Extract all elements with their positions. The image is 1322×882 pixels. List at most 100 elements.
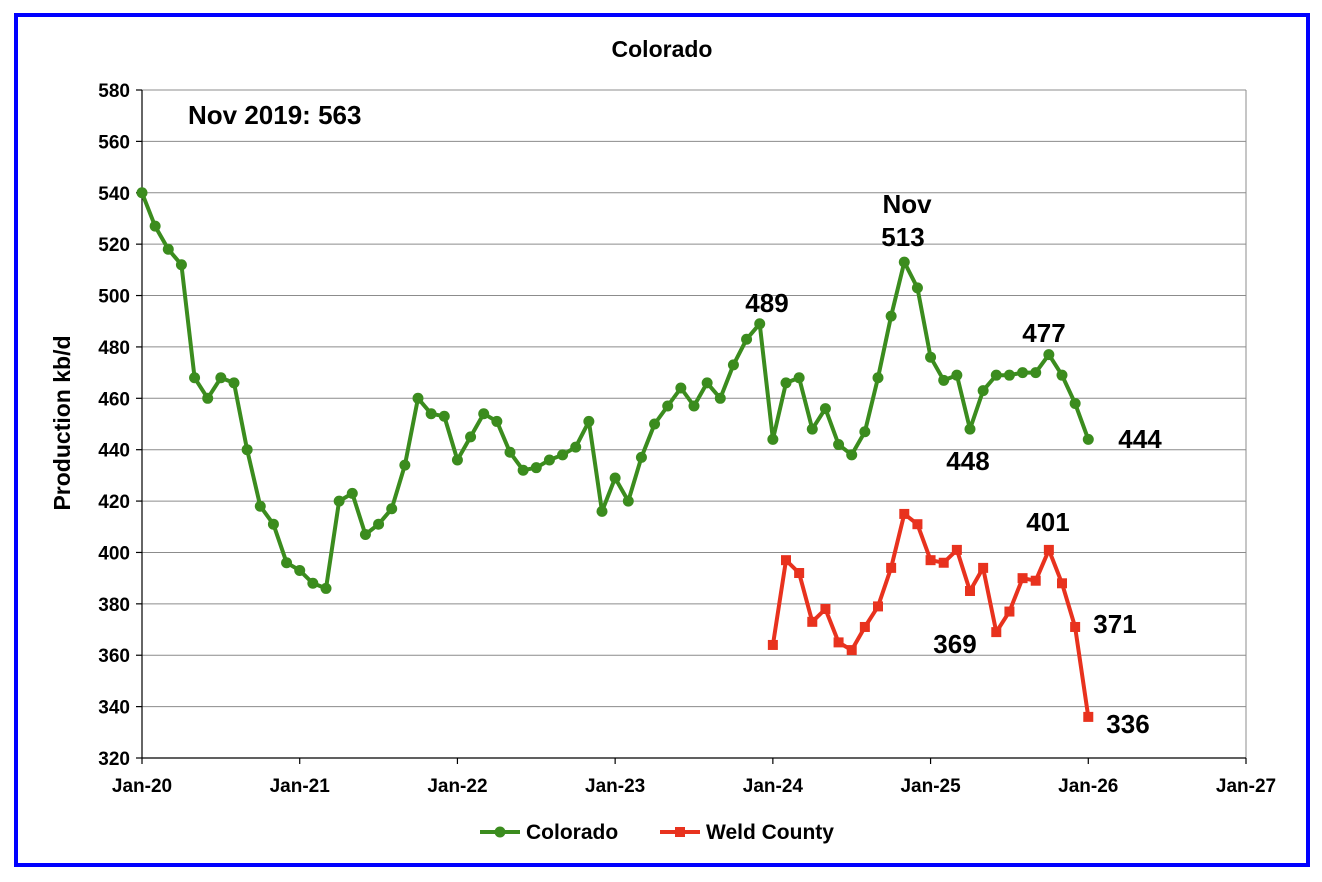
colorado-point [1017, 367, 1029, 379]
chart-frame [14, 13, 1310, 867]
colorado-point [885, 310, 897, 322]
weld-county-point [873, 601, 883, 612]
annotation-label: 369 [933, 629, 976, 659]
colorado-point [649, 418, 661, 430]
colorado-point [175, 259, 187, 271]
colorado-point [622, 495, 634, 507]
y-tick-label: 580 [98, 81, 130, 102]
weld-county-point [978, 562, 989, 573]
colorado-point [714, 392, 726, 404]
colorado-point [399, 459, 411, 471]
y-tick-label: 320 [98, 749, 130, 770]
y-tick-label: 440 [98, 441, 130, 462]
colorado-point [373, 518, 385, 530]
weld-county-point [794, 568, 805, 579]
x-tick-label: Jan-23 [585, 776, 645, 797]
colorado-point [793, 372, 805, 384]
x-tick-label: Jan-27 [1216, 776, 1276, 797]
legend-label: Colorado [526, 821, 618, 844]
weld-county-point [951, 544, 962, 555]
colorado-point [741, 333, 753, 345]
colorado-point [1043, 349, 1055, 361]
colorado-point [898, 256, 910, 268]
legend-marker [494, 826, 506, 838]
weld-county-series-line [770, 511, 1091, 718]
colorado-point [806, 423, 818, 435]
colorado-point [977, 385, 989, 397]
weld-county-point [833, 637, 844, 648]
colorado-point [596, 505, 608, 517]
colorado-point [846, 449, 858, 461]
colorado-point [202, 392, 214, 404]
colorado-point [662, 400, 674, 412]
y-tick-label: 500 [98, 287, 130, 308]
y-tick-label: 340 [98, 698, 130, 719]
y-tick-label: 540 [98, 184, 130, 205]
colorado-point [1056, 369, 1068, 381]
legend-label: Weld County [706, 821, 834, 844]
annotation-label: 489 [745, 288, 788, 318]
series-lines [136, 187, 1094, 722]
colorado-point [504, 446, 516, 458]
axes: 320 340 360 380 400 420 440 460 480 500 520 540 560 5… [98, 81, 1276, 797]
weld-county-point [1030, 575, 1041, 586]
weld-county-point [846, 645, 857, 656]
colorado-point [491, 415, 503, 427]
weld-county-point [965, 586, 975, 596]
weld-county-point [1083, 711, 1094, 722]
colorado-point [451, 454, 463, 466]
x-tick-label: Jan-24 [743, 776, 804, 797]
colorado-point [412, 392, 424, 404]
colorado-point [543, 454, 555, 466]
colorado-point [478, 408, 490, 420]
y-tick-label: 460 [98, 389, 130, 410]
colorado-point [215, 372, 227, 384]
colorado-point [333, 495, 345, 507]
colorado-point [517, 464, 529, 476]
colorado-point [727, 359, 739, 371]
colorado-point [320, 582, 332, 594]
colorado-point [1003, 369, 1015, 381]
annotation-label: 444 [1118, 424, 1162, 454]
legend-marker [675, 827, 685, 837]
weld-county-point [991, 627, 1002, 638]
annotation-label: 448 [946, 446, 989, 476]
colorado-point [754, 318, 766, 330]
weld-county-point [1057, 578, 1067, 589]
colorado-point [241, 444, 253, 456]
colorado-point [228, 377, 240, 389]
legend: Colorado Weld County [480, 821, 834, 844]
weld-county-point [899, 508, 910, 519]
weld-county-point [1017, 573, 1028, 584]
colorado-point [911, 282, 923, 294]
y-axis-label: Production kb/d [49, 335, 75, 510]
weld-county-point [807, 616, 818, 627]
colorado-point [307, 577, 319, 589]
colorado-point [859, 426, 871, 438]
colorado-point [267, 518, 279, 530]
gridlines [142, 89, 1247, 758]
colorado-point [1069, 397, 1081, 409]
colorado-point [1082, 433, 1094, 445]
colorado-point [609, 472, 621, 484]
annotation-label: 336 [1106, 709, 1149, 739]
colorado-point [425, 408, 437, 420]
y-tick-label: 420 [98, 492, 130, 513]
colorado-point [951, 369, 963, 381]
legend-item-weld-county: Weld County [660, 821, 834, 844]
x-tick-label: Jan-26 [1058, 776, 1118, 797]
x-tick-label: Jan-21 [270, 776, 331, 797]
weld-county-point [886, 562, 897, 573]
weld-county-point [859, 621, 870, 632]
annotation-label: 401 [1026, 507, 1069, 537]
annotation-label: Nov 2019: 563 [188, 100, 361, 130]
weld-county-point [781, 555, 791, 566]
x-tick-label: Jan-25 [900, 776, 961, 797]
colorado-point [701, 377, 713, 389]
y-tick-label: 380 [98, 595, 130, 616]
colorado-point [294, 564, 306, 576]
y-tick-label: 520 [98, 235, 130, 256]
colorado-point [465, 431, 477, 443]
